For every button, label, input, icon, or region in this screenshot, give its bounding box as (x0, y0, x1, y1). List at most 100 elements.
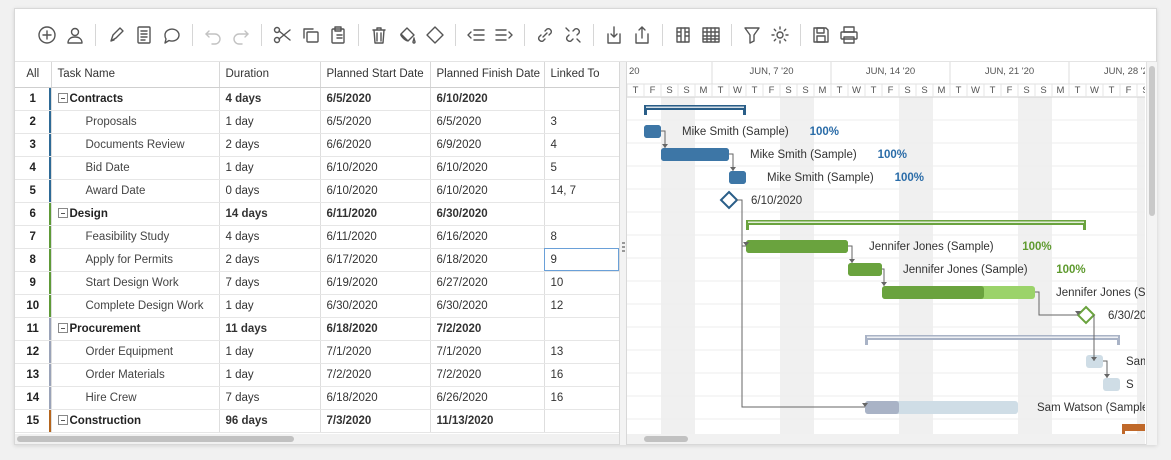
linked-to-cell[interactable]: 14, 7 (544, 179, 619, 203)
outdent-button[interactable] (465, 24, 487, 46)
planned-finish-cell[interactable]: 6/30/2020 (430, 202, 545, 226)
column-header-task-name[interactable]: Task Name (51, 62, 220, 88)
planned-start-cell[interactable]: 6/10/2020 (320, 179, 431, 203)
duration-cell[interactable]: 1 day (219, 340, 321, 364)
planned-start-cell[interactable]: 6/11/2020 (320, 225, 431, 249)
add-task-button[interactable] (36, 24, 58, 46)
planned-finish-cell[interactable]: 6/26/2020 (430, 386, 545, 410)
task-row[interactable]: 5 Award Date 0 days 6/10/2020 6/10/2020 14, 7 (15, 179, 619, 203)
planned-start-cell[interactable]: 7/2/2020 (320, 363, 431, 387)
duration-cell[interactable]: 4 days (219, 225, 321, 249)
duration-cell[interactable]: 7 days (219, 271, 321, 295)
task-row[interactable]: 1 Contracts 4 days 6/5/2020 6/10/2020 (15, 87, 619, 111)
unlink-button[interactable] (562, 24, 584, 46)
task-name-cell[interactable]: Award Date (51, 179, 220, 203)
planned-finish-cell[interactable]: 6/27/2020 (430, 271, 545, 295)
comment-button[interactable] (161, 24, 183, 46)
planned-start-cell[interactable]: 6/5/2020 (320, 110, 431, 134)
planned-finish-cell[interactable]: 6/18/2020 (430, 248, 545, 272)
linked-to-cell[interactable]: 3 (544, 110, 619, 134)
planned-finish-cell[interactable]: 6/16/2020 (430, 225, 545, 249)
task-name-cell[interactable]: Complete Design Work (51, 294, 220, 318)
grid-scroll-thumb[interactable] (17, 436, 294, 442)
row-number[interactable]: 4 (15, 156, 52, 180)
print-button[interactable] (838, 24, 860, 46)
task-name-cell[interactable]: Apply for Permits (51, 248, 220, 272)
paint-bucket-button[interactable] (396, 24, 418, 46)
linked-to-cell[interactable]: 4 (544, 133, 619, 157)
settings-button[interactable] (769, 24, 791, 46)
linked-to-cell[interactable]: 5 (544, 156, 619, 180)
planned-finish-cell[interactable]: 6/9/2020 (430, 133, 545, 157)
task-name-cell[interactable]: Order Materials (51, 363, 220, 387)
duration-cell[interactable]: 1 day (219, 294, 321, 318)
task-name-cell[interactable]: Hire Crew (51, 386, 220, 410)
column-header-linked-to[interactable]: Linked To (544, 62, 619, 88)
linked-to-cell[interactable]: 10 (544, 271, 619, 295)
save-button[interactable] (810, 24, 832, 46)
task-row[interactable]: 3 Documents Review 2 days 6/6/2020 6/9/2020 4 (15, 133, 619, 157)
planned-finish-cell[interactable]: 6/10/2020 (430, 179, 545, 203)
task-row[interactable]: 14 Hire Crew 7 days 6/18/2020 6/26/2020 16 (15, 386, 619, 410)
vertical-scrollbar[interactable] (1146, 62, 1157, 445)
link-button[interactable] (534, 24, 556, 46)
row-number[interactable]: 11 (15, 317, 52, 341)
row-number[interactable]: 15 (15, 409, 52, 433)
collapse-toggle-icon[interactable] (57, 92, 68, 103)
planned-start-cell[interactable]: 6/11/2020 (320, 202, 431, 226)
duration-cell[interactable]: 14 days (219, 202, 321, 226)
planned-start-cell[interactable]: 6/30/2020 (320, 294, 431, 318)
row-number[interactable]: 5 (15, 179, 52, 203)
duration-cell[interactable]: 1 day (219, 363, 321, 387)
task-row[interactable]: 4 Bid Date 1 day 6/10/2020 6/10/2020 5 (15, 156, 619, 180)
row-number[interactable]: 9 (15, 271, 52, 295)
pane-splitter[interactable] (619, 62, 627, 445)
collapse-toggle-icon[interactable] (57, 207, 68, 218)
duration-cell[interactable]: 4 days (219, 87, 321, 111)
export-button[interactable] (631, 24, 653, 46)
duration-cell[interactable]: 7 days (219, 386, 321, 410)
milestone-button[interactable] (424, 24, 446, 46)
task-row[interactable]: 11 Procurement 11 days 6/18/2020 7/2/2020 (15, 317, 619, 341)
task-row[interactable]: 7 Feasibility Study 4 days 6/11/2020 6/16/20… (15, 225, 619, 249)
row-number[interactable]: 8 (15, 248, 52, 272)
linked-to-cell[interactable] (544, 317, 619, 341)
planned-finish-cell[interactable]: 6/10/2020 (430, 87, 545, 111)
task-row[interactable]: 13 Order Materials 1 day 7/2/2020 7/2/2020 16 (15, 363, 619, 387)
planned-start-cell[interactable]: 7/3/2020 (320, 409, 431, 433)
task-name-cell[interactable]: Bid Date (51, 156, 220, 180)
import-button[interactable] (603, 24, 625, 46)
row-number[interactable]: 2 (15, 110, 52, 134)
paste-button[interactable] (327, 24, 349, 46)
duration-cell[interactable]: 96 days (219, 409, 321, 433)
redo-button[interactable] (230, 24, 252, 46)
duration-cell[interactable]: 2 days (219, 248, 321, 272)
row-number[interactable]: 14 (15, 386, 52, 410)
planned-finish-cell[interactable]: 11/13/2020 (430, 409, 545, 433)
undo-button[interactable] (202, 24, 224, 46)
planned-finish-cell[interactable]: 6/30/2020 (430, 294, 545, 318)
planned-start-cell[interactable]: 6/10/2020 (320, 156, 431, 180)
duration-cell[interactable]: 1 day (219, 156, 321, 180)
linked-to-cell[interactable]: 16 (544, 386, 619, 410)
task-name-cell[interactable]: Start Design Work (51, 271, 220, 295)
cut-button[interactable] (271, 24, 293, 46)
planned-finish-cell[interactable]: 7/1/2020 (430, 340, 545, 364)
task-row[interactable]: 10 Complete Design Work 1 day 6/30/2020 6/30… (15, 294, 619, 318)
table-button[interactable] (700, 24, 722, 46)
linked-to-cell[interactable]: 9 (544, 248, 619, 272)
task-row[interactable]: 2 Proposals 1 day 6/5/2020 6/5/2020 3 (15, 110, 619, 134)
delete-button[interactable] (368, 24, 390, 46)
linked-to-cell[interactable]: 13 (544, 340, 619, 364)
task-name-cell[interactable]: Documents Review (51, 133, 220, 157)
row-number[interactable]: 3 (15, 133, 52, 157)
duration-cell[interactable]: 2 days (219, 133, 321, 157)
planned-finish-cell[interactable]: 7/2/2020 (430, 317, 545, 341)
linked-to-cell[interactable] (544, 202, 619, 226)
chart-horizontal-scrollbar[interactable] (627, 434, 1145, 444)
task-row[interactable]: 12 Order Equipment 1 day 7/1/2020 7/1/2020 13 (15, 340, 619, 364)
planned-finish-cell[interactable]: 6/10/2020 (430, 156, 545, 180)
planned-finish-cell[interactable]: 7/2/2020 (430, 363, 545, 387)
task-row[interactable]: 15 Construction 96 days 7/3/2020 11/13/2020 (15, 409, 619, 433)
copy-button[interactable] (299, 24, 321, 46)
